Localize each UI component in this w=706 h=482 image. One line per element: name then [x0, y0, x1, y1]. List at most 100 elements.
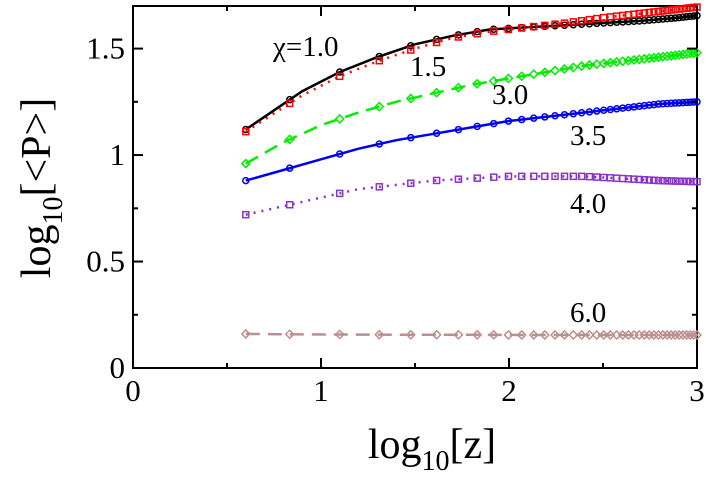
- data-point: [335, 189, 344, 198]
- series-2: [240, 47, 703, 169]
- data-point: [577, 16, 586, 25]
- data-point: [503, 329, 514, 340]
- data-point: [334, 113, 345, 124]
- data-point: [691, 47, 703, 58]
- data-point: [560, 19, 569, 27]
- data-point: [539, 67, 550, 78]
- data-point: [577, 109, 586, 117]
- series-1: [242, 3, 701, 136]
- data-point: [663, 99, 671, 108]
- data-point: [593, 19, 601, 28]
- curve-label: 3.0: [492, 79, 528, 111]
- data-point: [682, 13, 691, 21]
- data-point: [650, 176, 658, 185]
- data-point: [517, 172, 526, 181]
- data-point: [374, 101, 385, 112]
- data-point: [577, 172, 586, 181]
- data-point: [242, 176, 250, 185]
- series-line: [245, 5, 698, 133]
- data-point: [645, 176, 653, 184]
- curve-label: 6.0: [570, 297, 606, 329]
- series-layer: [240, 3, 703, 341]
- data-point: [670, 329, 681, 341]
- data-point: [551, 172, 559, 181]
- data-point: [584, 59, 595, 71]
- data-point: [635, 102, 643, 110]
- data-point: [539, 329, 550, 341]
- data-point: [671, 5, 680, 14]
- data-point: [585, 172, 594, 181]
- data-point: [667, 177, 676, 185]
- data-point: [576, 329, 587, 341]
- data-point: [335, 68, 344, 76]
- data-point: [569, 18, 578, 26]
- data-point: [650, 100, 658, 109]
- data-point: [559, 329, 570, 341]
- curve-label: 3.5: [570, 120, 606, 152]
- data-point: [640, 9, 649, 17]
- data-point: [568, 329, 579, 341]
- data-point: [686, 12, 694, 21]
- data-point: [685, 329, 696, 341]
- data-point: [528, 329, 539, 341]
- data-point: [688, 48, 699, 59]
- data-point: [504, 25, 513, 34]
- data-point: [667, 14, 676, 23]
- data-point: [677, 329, 688, 341]
- data-point: [504, 172, 513, 181]
- data-point: [559, 63, 570, 75]
- data-point: [593, 14, 601, 23]
- data-point: [489, 27, 498, 35]
- series-3: [242, 98, 701, 185]
- data-point: [541, 172, 549, 181]
- curve-label: χ=1.0: [272, 31, 338, 63]
- data-point: [667, 6, 676, 14]
- annotation-layer: χ=1.0 1.5 3.0 3.5 4.0 6.0: [272, 31, 606, 329]
- data-point: [674, 49, 685, 60]
- data-point: [644, 53, 655, 64]
- data-point: [569, 172, 578, 181]
- data-point: [374, 329, 385, 340]
- data-point: [654, 176, 663, 185]
- data-point: [473, 174, 481, 182]
- data-point: [516, 329, 527, 341]
- y-tick-label: 1: [110, 137, 126, 172]
- data-point: [335, 150, 344, 158]
- data-point: [472, 78, 483, 89]
- data-point: [635, 9, 643, 18]
- data-point: [530, 114, 538, 122]
- data-point: [489, 173, 498, 181]
- data-point: [576, 60, 587, 72]
- data-point: [472, 329, 483, 340]
- data-point: [691, 329, 703, 341]
- data-point: [688, 329, 699, 341]
- data-point: [541, 21, 549, 30]
- data-point: [663, 6, 671, 15]
- data-point: [473, 122, 481, 131]
- data-point: [585, 20, 594, 28]
- data-point: [675, 99, 683, 107]
- data-point: [677, 49, 688, 60]
- data-point: [671, 177, 680, 185]
- data-point: [645, 101, 653, 109]
- data-point: [240, 328, 251, 339]
- data-point: [560, 110, 569, 119]
- data-point: [375, 183, 384, 191]
- data-point: [645, 8, 653, 17]
- data-point: [516, 71, 527, 82]
- tick-layer: 0 1 2 3 0 0.5 1 1.5: [86, 6, 705, 408]
- data-point: [488, 75, 499, 87]
- data-point: [666, 329, 677, 341]
- data-point: [640, 176, 649, 184]
- data-point: [593, 107, 601, 115]
- curve-label: 1.5: [410, 51, 446, 83]
- data-point: [635, 17, 643, 25]
- x-axis-title: log10[z]: [368, 422, 496, 477]
- data-point: [591, 329, 602, 341]
- data-point: [285, 164, 294, 172]
- data-point: [675, 177, 683, 185]
- data-point: [568, 62, 579, 73]
- data-point: [503, 73, 514, 84]
- data-point: [585, 15, 594, 24]
